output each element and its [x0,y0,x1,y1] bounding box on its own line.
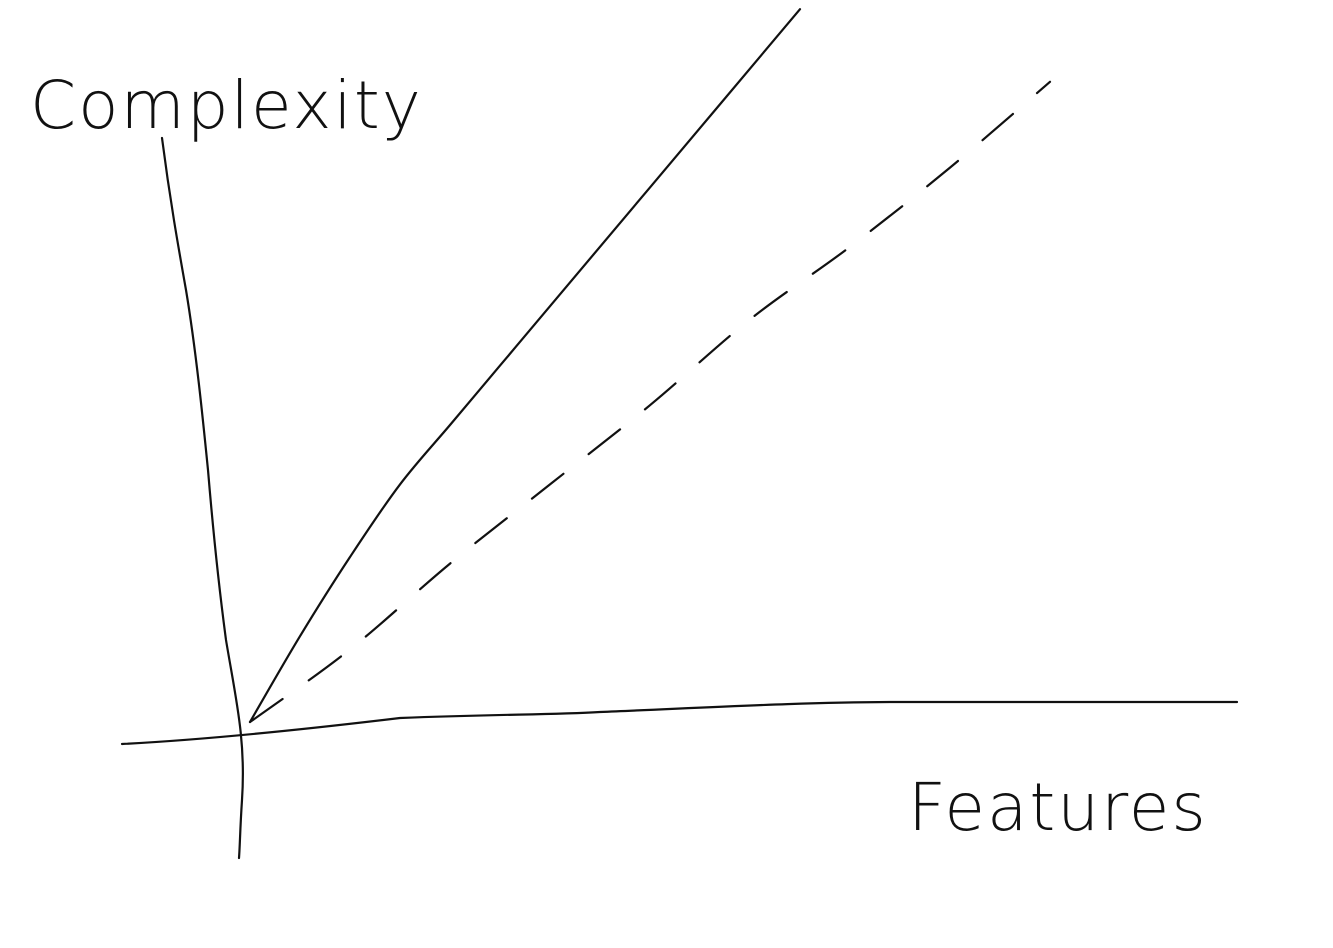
series-line-dashed [248,80,1052,724]
x-axis-label: Features [908,769,1208,846]
y-axis-line [160,136,245,860]
series-line-solid [248,8,802,724]
series-layer [248,8,1052,724]
x-axis-line [120,700,1239,746]
y-axis-label: Complexity [30,67,423,144]
